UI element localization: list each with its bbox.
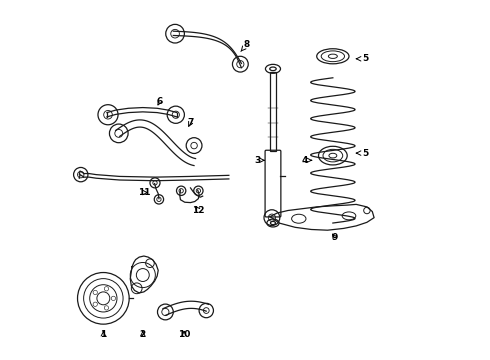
Text: 3: 3 (254, 156, 264, 165)
Text: 7: 7 (187, 118, 194, 127)
Text: 5: 5 (356, 54, 368, 63)
Text: 11: 11 (138, 188, 150, 197)
Text: 12: 12 (192, 206, 205, 215)
Text: 5: 5 (356, 149, 368, 158)
Text: 4: 4 (302, 156, 312, 165)
Text: 8: 8 (241, 40, 250, 51)
Bar (270, 72, 276, 151)
Text: 2: 2 (140, 330, 146, 339)
Text: 1: 1 (100, 330, 106, 339)
Text: 6: 6 (156, 97, 163, 106)
Text: 9: 9 (331, 233, 338, 242)
Text: 10: 10 (178, 330, 190, 339)
